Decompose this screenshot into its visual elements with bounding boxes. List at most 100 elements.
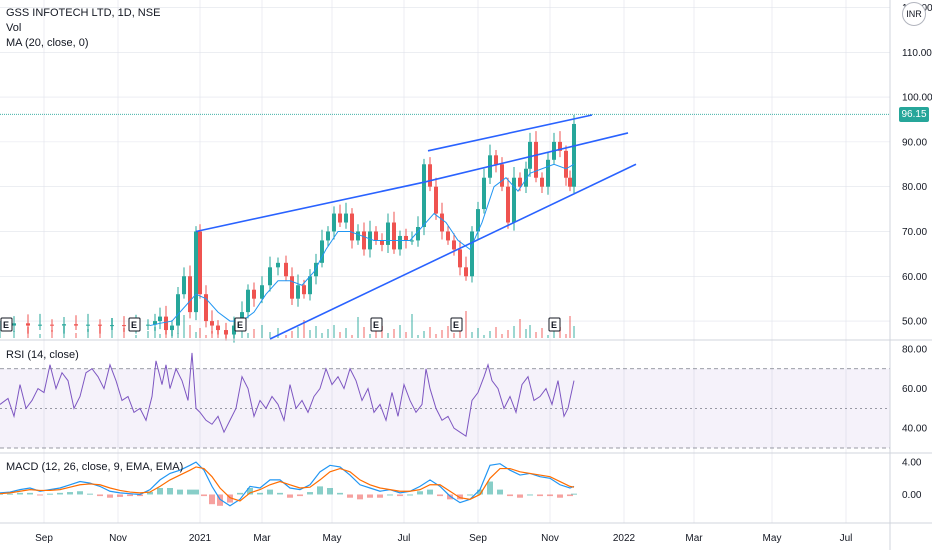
- macd-histogram-bar: [477, 489, 483, 495]
- vol-label[interactable]: Vol: [6, 22, 22, 34]
- macd-histogram-bar: [7, 493, 13, 495]
- volume-bar: [309, 330, 311, 338]
- x-tick-label: Mar: [685, 533, 703, 544]
- macd-histogram-bar: [267, 489, 273, 495]
- volume-bar: [417, 335, 419, 338]
- volume-bar: [321, 333, 323, 338]
- volume-bar: [547, 335, 549, 338]
- candle-body: [464, 267, 468, 277]
- candle-body: [86, 324, 90, 326]
- ma-label[interactable]: MA (20, close, 0): [6, 37, 89, 49]
- price-tick-label: 50.00: [902, 317, 927, 328]
- candle-body: [422, 164, 426, 227]
- volume-bar: [375, 330, 377, 338]
- earnings-marker: [450, 317, 463, 332]
- volume-bar: [345, 328, 347, 338]
- candle-body: [524, 168, 528, 187]
- earnings-marker: [548, 317, 561, 332]
- x-tick-label: 2021: [189, 533, 212, 544]
- macd-histogram-bar: [227, 494, 233, 503]
- macd-histogram-bar: [547, 494, 553, 497]
- volume-bar: [261, 325, 263, 338]
- candle-body: [260, 285, 264, 299]
- earnings-marker-label: E: [373, 320, 379, 330]
- macd-histogram-bar: [517, 494, 523, 498]
- candle-body: [344, 213, 348, 223]
- macd-histogram-bar: [457, 494, 463, 500]
- macd-histogram-bar: [107, 494, 113, 498]
- macd-histogram-bar: [367, 494, 373, 498]
- rsi-legend: RSI (14, close): [6, 348, 79, 363]
- candle-body: [470, 231, 474, 277]
- candle-body: [410, 240, 414, 242]
- volume-bar: [177, 333, 179, 338]
- candle-body: [98, 324, 102, 326]
- volume-bar: [525, 329, 527, 338]
- volume-bar: [471, 332, 473, 338]
- candle-body: [362, 231, 366, 250]
- currency-badge[interactable]: INR: [902, 2, 926, 26]
- macd-histogram-bar: [87, 493, 93, 495]
- volume-bar: [13, 331, 15, 338]
- macd-histogram-bar: [237, 492, 243, 495]
- volume-bar: [483, 335, 485, 338]
- trendline: [195, 181, 425, 233]
- macd-pane[interactable]: [0, 461, 577, 507]
- macd-tick-label: 0.00: [902, 490, 922, 501]
- candle-body: [62, 324, 66, 326]
- volume-bar: [269, 332, 271, 338]
- candle-body: [308, 276, 312, 295]
- macd-histogram-bar: [67, 492, 73, 495]
- candle-body: [110, 325, 114, 327]
- volume-bar: [303, 320, 305, 338]
- macd-histogram-bar: [417, 491, 423, 495]
- volume-bar: [535, 332, 537, 338]
- volume-bar: [381, 326, 383, 338]
- x-tick-label: Nov: [541, 533, 559, 544]
- volume-bar: [399, 325, 401, 338]
- x-tick-label: Nov: [109, 533, 127, 544]
- candle-body: [564, 150, 568, 178]
- macd-histogram-bar: [537, 494, 543, 497]
- volume-bar: [465, 311, 467, 338]
- macd-histogram-bar: [209, 494, 215, 505]
- candle-body: [546, 159, 550, 187]
- macd-histogram-bar: [0, 493, 3, 495]
- volume-bar: [429, 327, 431, 338]
- candle-body: [268, 267, 272, 286]
- rsi-label[interactable]: RSI (14, close): [6, 349, 79, 361]
- macd-histogram-bar: [387, 494, 393, 496]
- volume-bar: [199, 328, 201, 338]
- rsi-line: [0, 352, 575, 437]
- candle-body: [446, 231, 450, 241]
- earnings-marker: [0, 317, 13, 332]
- macd-histogram-bar: [377, 494, 383, 498]
- candle-body: [122, 325, 126, 327]
- candle-body: [158, 316, 162, 322]
- candle-body: [26, 323, 30, 326]
- macd-histogram-bar: [557, 494, 563, 498]
- symbol-title[interactable]: GSS INFOTECH LTD, 1D, NSE: [6, 7, 161, 19]
- rsi-pane[interactable]: [0, 352, 890, 449]
- price-tick-label: 100.00: [902, 93, 932, 104]
- volume-bar: [135, 335, 137, 338]
- macd-histogram-bar: [327, 488, 333, 495]
- last-price-badge: 96.15: [899, 107, 929, 123]
- macd-label[interactable]: MACD (12, 26, close, 9, EMA, EMA): [6, 461, 184, 473]
- volume-bar: [189, 325, 191, 338]
- candle-body: [164, 316, 168, 331]
- macd-histogram-bar: [201, 494, 207, 497]
- candle-body: [482, 177, 486, 210]
- macd-histogram-bar: [337, 492, 343, 495]
- candle-body: [338, 213, 342, 223]
- volume-bar: [333, 325, 335, 338]
- x-tick-label: Sep: [35, 533, 53, 544]
- macd-histogram-bar: [257, 492, 263, 495]
- volume-bar: [559, 327, 561, 338]
- volume-bar: [435, 334, 437, 338]
- earnings-marker: [128, 317, 141, 332]
- macd-histogram-bar: [287, 494, 293, 498]
- macd-histogram-bar: [437, 494, 443, 497]
